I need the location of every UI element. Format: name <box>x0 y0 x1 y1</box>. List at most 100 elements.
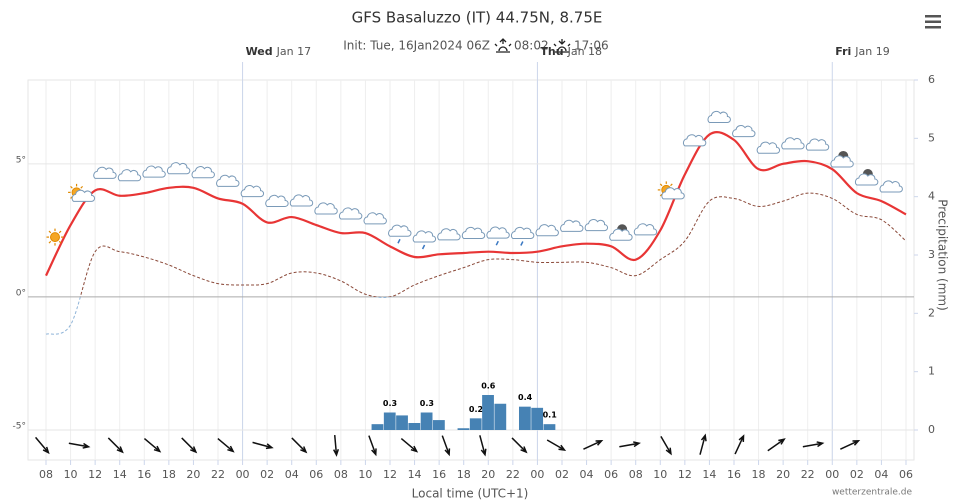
y-tick-label: -5° <box>13 422 26 432</box>
x-tick-label: 20 <box>186 468 200 481</box>
precip-label: 0.3 <box>383 399 397 408</box>
sun-ray <box>659 183 663 187</box>
day-date: Jan 19 <box>854 45 889 58</box>
sunrise-icon <box>494 38 512 53</box>
x-tick-label: 14 <box>408 468 422 481</box>
y2-tick-label: 1 <box>928 365 935 378</box>
precip-label: 0.6 <box>481 382 496 391</box>
menu-button[interactable] <box>925 15 941 29</box>
rain-drop <box>520 241 524 246</box>
wind-arrow <box>68 442 91 449</box>
precip-bar <box>383 412 396 430</box>
cloud <box>461 226 486 240</box>
wind-arrow <box>217 437 235 453</box>
precip-bar <box>494 403 507 430</box>
cloud <box>707 110 731 124</box>
weather-icon <box>609 224 633 241</box>
x-tick-label: 00 <box>825 468 839 481</box>
weather-icon <box>633 223 658 236</box>
cloud <box>363 212 387 225</box>
wind-arrow <box>546 439 567 451</box>
sunrise-time: 08:02 <box>514 39 549 53</box>
precip-bar <box>469 418 482 430</box>
x-tick-label: 12 <box>383 468 397 481</box>
x-tick-label: 02 <box>260 468 274 481</box>
cloud <box>560 219 584 232</box>
weather-icon <box>756 141 780 154</box>
sun-ray <box>670 183 673 187</box>
precip-bar <box>482 395 494 430</box>
x-tick-label: 06 <box>309 468 323 481</box>
temperature-line <box>45 131 907 277</box>
x-tick-label: 02 <box>555 468 569 481</box>
cloud <box>289 194 314 207</box>
wind-arrow <box>332 434 340 457</box>
grid-layer <box>27 62 918 465</box>
weather-icon <box>142 165 166 178</box>
cloud <box>781 137 805 150</box>
sun-ray <box>80 185 84 189</box>
weather-icon <box>216 174 240 187</box>
y2-tick-label: 2 <box>928 306 935 319</box>
weather-icon <box>461 226 486 240</box>
cloud <box>609 228 633 241</box>
weather-icon <box>510 226 535 246</box>
cloud <box>805 138 830 151</box>
precip-bar <box>531 407 544 430</box>
weather-icon <box>289 194 314 207</box>
cloud <box>216 174 240 187</box>
x-tick-label: 04 <box>580 468 594 481</box>
weather-icon <box>363 212 387 225</box>
x-tick-label: 18 <box>457 468 471 481</box>
cloud <box>412 230 436 243</box>
x-tick-label: 10 <box>653 468 667 481</box>
cloud <box>535 224 559 237</box>
cloud <box>633 223 658 236</box>
wind-arrow <box>583 439 604 450</box>
wind-arrow <box>252 441 274 450</box>
x-tick-label: 10 <box>358 468 372 481</box>
precip-bar <box>408 423 421 430</box>
precip-label: 0.1 <box>543 411 558 420</box>
weather-icon <box>560 219 584 232</box>
y-tick-label: 0° <box>16 288 26 298</box>
precip-label: 0.4 <box>518 393 533 402</box>
x-tick-label: 16 <box>727 468 741 481</box>
y2-tick-label: 0 <box>928 423 935 436</box>
x-tick-label: 04 <box>874 468 888 481</box>
weather-icon <box>854 169 879 186</box>
cloud <box>117 169 142 182</box>
x-tick-label: 22 <box>506 468 520 481</box>
wind-arrow <box>734 434 745 455</box>
precip-bar <box>396 415 408 430</box>
precip-bar <box>371 424 384 430</box>
sun-ray <box>48 230 52 234</box>
plot-frame <box>27 79 915 461</box>
precip-bar <box>432 420 445 430</box>
day-label: Wed Jan 17 <box>246 45 312 58</box>
weather-icon <box>314 202 338 215</box>
cloud <box>510 226 535 240</box>
x-tick-label: 06 <box>604 468 618 481</box>
cloud <box>756 141 780 154</box>
wind-arrow <box>840 439 861 450</box>
cloud <box>437 228 461 241</box>
x-tick-label: 22 <box>801 468 815 481</box>
x-tick-label: 14 <box>113 468 127 481</box>
wind-arrow <box>619 441 641 448</box>
precip-label: 0.3 <box>420 399 434 408</box>
sunset-time: 17:06 <box>574 39 609 53</box>
y2-tick-label: 6 <box>928 73 935 86</box>
x-tick-label: 00 <box>236 468 250 481</box>
wind-arrow <box>34 436 50 455</box>
y2-tick-label: 3 <box>928 248 935 261</box>
sunset-icon <box>553 39 571 53</box>
x-tick-label: 22 <box>211 468 225 481</box>
wind-arrow <box>368 435 377 457</box>
day-name: Wed <box>246 45 273 58</box>
weather-icon <box>535 224 559 237</box>
y2-tick-label: 4 <box>928 190 935 203</box>
cloud <box>388 224 412 237</box>
wind-arrow <box>767 438 786 452</box>
